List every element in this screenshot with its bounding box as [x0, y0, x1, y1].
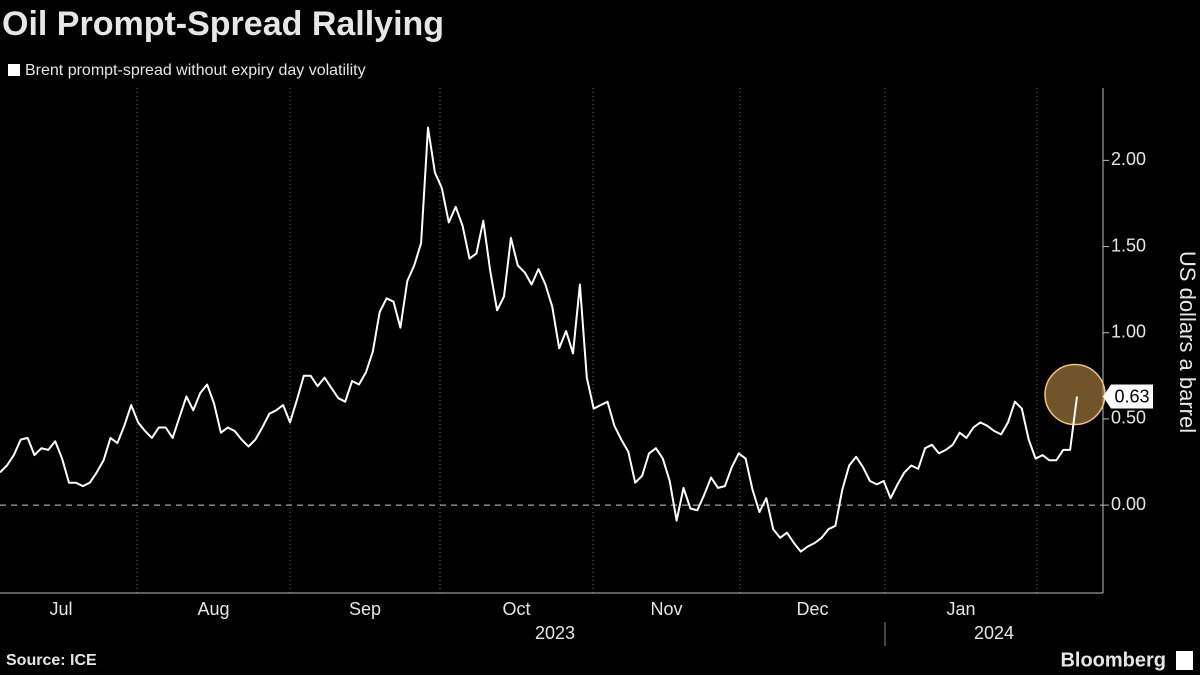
end-value-label: 0.63 [1114, 386, 1149, 406]
end-label-box [1103, 384, 1153, 409]
x-tick-label: Jul [49, 599, 72, 619]
y-tick-label: 2.00 [1111, 149, 1146, 169]
year-label: 2024 [974, 623, 1014, 643]
legend-swatch [8, 64, 20, 76]
x-tick-label: Sep [349, 599, 381, 619]
legend-label: Brent prompt-spread without expiry day v… [25, 62, 366, 79]
y-axis-label: US dollars a barrel [1175, 251, 1200, 433]
x-tick-label: Oct [502, 599, 530, 619]
y-tick-label: 1.50 [1111, 235, 1146, 255]
y-tick-label: 1.00 [1111, 321, 1146, 341]
x-tick-label: Jan [946, 599, 975, 619]
x-tick-label: Nov [650, 599, 682, 619]
series-line [0, 126, 1078, 553]
y-tick-label: 0.00 [1111, 494, 1146, 514]
x-tick-label: Aug [197, 599, 229, 619]
source: Source: ICE [6, 652, 97, 669]
brand-icon [1176, 651, 1193, 670]
chart-title: Oil Prompt-Spread Rallying [2, 5, 444, 43]
x-tick-label: Dec [796, 599, 828, 619]
year-label: 2023 [535, 623, 575, 643]
y-tick-label: 0.50 [1111, 408, 1146, 428]
brand: Bloomberg [1060, 649, 1166, 671]
